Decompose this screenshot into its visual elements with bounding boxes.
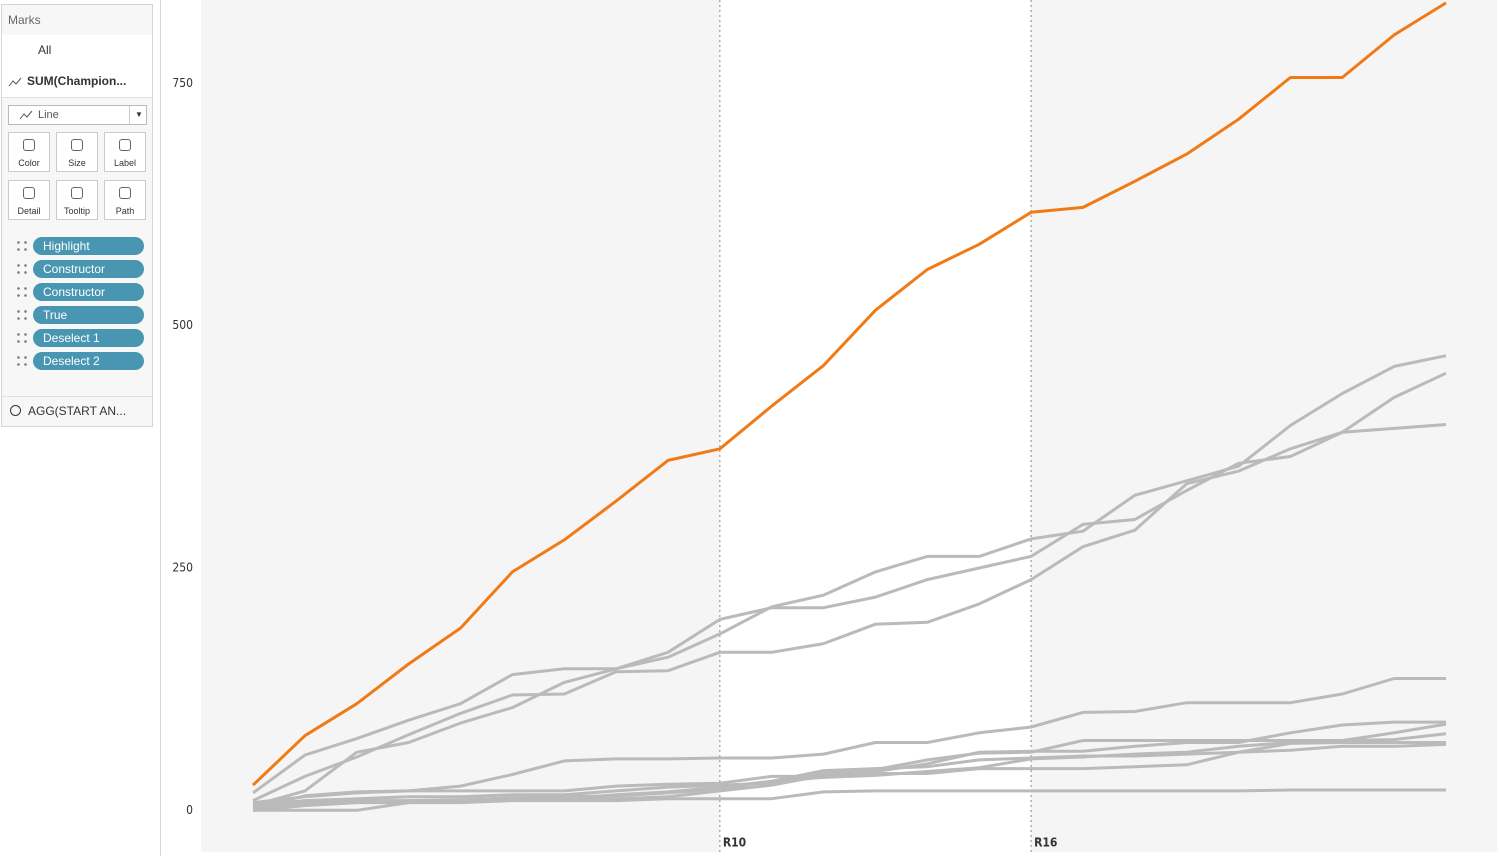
y-tick-label: 250 (172, 561, 193, 575)
series-line (252, 354, 1447, 795)
pill[interactable]: Deselect 1 (33, 329, 144, 347)
all-row[interactable]: All (2, 35, 152, 67)
series-line (253, 788, 1446, 812)
line-icon (19, 110, 33, 120)
marks-panel: Marks All SUM(Champion... Line ▼ Color Si… (1, 4, 153, 427)
mark-button[interactable]: Tooltip (56, 180, 98, 220)
pill[interactable]: Constructor (33, 260, 144, 278)
second-measure: AGG(START AN... (28, 404, 127, 418)
button-label: Tooltip (63, 206, 90, 216)
mark-button[interactable]: Detail (8, 180, 50, 220)
mark-type-select[interactable]: Line ▼ (8, 105, 147, 125)
pill-icon (15, 285, 29, 299)
mark-button[interactable]: Size (56, 132, 98, 172)
button-label: Color (18, 158, 40, 168)
series-line (252, 423, 1447, 802)
dropdown-arrow: ▼ (129, 106, 148, 124)
button-icon (71, 187, 83, 199)
button-icon (119, 187, 131, 199)
series-line (251, 1, 1447, 787)
marks-header: Marks (2, 5, 152, 36)
circle-icon (10, 405, 21, 416)
x-tick-label: R16 (1034, 836, 1057, 850)
series-line (252, 371, 1447, 807)
y-tick-label: 750 (172, 76, 193, 90)
mark-type-label: Line (38, 109, 59, 121)
button-label: Path (115, 206, 135, 216)
button-label: Label (113, 158, 137, 168)
line-icon (8, 77, 22, 87)
highlight-band (719, 0, 1032, 852)
all-label: All (38, 43, 52, 57)
pill[interactable]: True (33, 306, 144, 324)
pill[interactable]: Highlight (33, 237, 144, 255)
mark-button[interactable]: Color (8, 132, 50, 172)
button-icon (119, 139, 131, 151)
marks-title: Marks (8, 13, 41, 27)
button-label: Detail (17, 206, 41, 216)
pill-icon (15, 239, 29, 253)
button-label: Size (68, 158, 86, 168)
measure-label: SUM(Champion... (27, 74, 127, 88)
separator (2, 396, 152, 397)
x-tick-label: R10 (723, 836, 746, 850)
mark-button[interactable]: Path (104, 180, 146, 220)
button-icon (23, 139, 35, 151)
series-line (252, 722, 1447, 807)
series-line (252, 677, 1446, 805)
button-icon (71, 139, 83, 151)
pill[interactable]: Constructor (33, 283, 144, 301)
mark-button[interactable]: Label (104, 132, 146, 172)
pill-icon (15, 308, 29, 322)
y-tick-label: 500 (172, 318, 193, 332)
pill-icon (15, 262, 29, 276)
button-icon (23, 187, 35, 199)
pill[interactable]: Deselect 2 (33, 352, 144, 370)
measure-row[interactable]: SUM(Champion... (2, 66, 152, 98)
pill-icon (15, 354, 29, 368)
pill-icon (15, 331, 29, 345)
series-line (252, 742, 1447, 812)
y-tick-label: 0 (186, 803, 193, 817)
